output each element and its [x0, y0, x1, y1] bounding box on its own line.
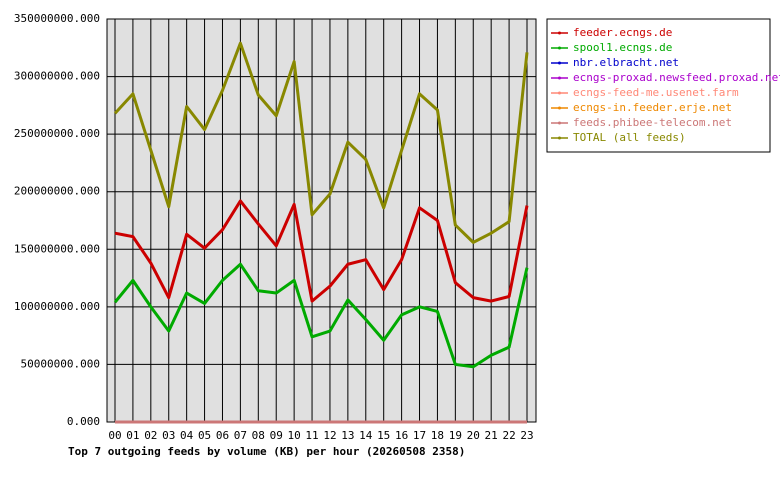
legend-label: ecngs-feed-me.usenet.farm [573, 86, 739, 99]
legend-marker [558, 121, 561, 125]
x-tick-label: 07 [234, 429, 247, 442]
x-tick-label: 06 [216, 429, 229, 442]
x-tick-label: 16 [395, 429, 408, 442]
series-line [113, 41, 529, 244]
legend-marker [558, 136, 561, 140]
x-tick-label: 11 [305, 429, 318, 442]
x-tick-label: 08 [252, 429, 265, 442]
x-tick-label: 23 [520, 429, 533, 442]
y-tick-label: 0.000 [67, 415, 100, 428]
x-tick-label: 04 [180, 429, 194, 442]
legend-label: ecngs-in.feeder.erje.net [573, 101, 732, 114]
x-tick-label: 20 [467, 429, 480, 442]
x-tick-label: 17 [413, 429, 426, 442]
legend-label: nbr.elbracht.net [573, 56, 679, 69]
y-tick-label: 200000000.000 [14, 185, 100, 198]
x-tick-label: 14 [359, 429, 373, 442]
x-tick-label: 15 [377, 429, 390, 442]
x-tick-label: 00 [108, 429, 121, 442]
legend-label: ecngs-proxad.newsfeed.proxad.net [573, 71, 780, 84]
x-tick-label: 09 [270, 429, 283, 442]
legend-marker [558, 61, 561, 65]
x-tick-label: 03 [162, 429, 175, 442]
y-tick-label: 50000000.000 [21, 357, 100, 370]
legend-label: feeder.ecngs.de [573, 26, 672, 39]
x-tick-label: 02 [144, 429, 157, 442]
legend-marker [558, 76, 561, 80]
series-line [114, 199, 529, 303]
legend-label: TOTAL (all feeds) [573, 131, 686, 144]
y-tick-label: 250000000.000 [14, 127, 100, 140]
legend-marker [558, 106, 561, 110]
x-tick-label: 18 [431, 429, 444, 442]
x-tick-label: 13 [341, 429, 354, 442]
x-tick-label: 05 [198, 429, 211, 442]
legend [546, 18, 771, 153]
y-tick-label: 350000000.000 [14, 12, 100, 25]
x-tick-label: 10 [288, 429, 301, 442]
legend-label: feeds.phibee-telecom.net [573, 116, 732, 129]
legend-label: spool1.ecngs.de [573, 41, 672, 54]
y-tick-label: 100000000.000 [14, 300, 100, 313]
x-tick-label: 19 [449, 429, 462, 442]
series-line [113, 262, 529, 369]
y-tick-label: 150000000.000 [14, 242, 100, 255]
legend-marker [558, 91, 561, 95]
x-tick-label: 21 [485, 429, 498, 442]
x-tick-label: 01 [126, 429, 139, 442]
y-tick-label: 300000000.000 [14, 70, 100, 83]
legend-marker [558, 31, 561, 35]
chart-title: Top 7 outgoing feeds by volume (KB) per … [68, 445, 465, 458]
x-tick-label: 22 [502, 429, 515, 442]
x-tick-label: 12 [323, 429, 336, 442]
legend-marker [558, 46, 561, 50]
plot-area [106, 18, 537, 423]
